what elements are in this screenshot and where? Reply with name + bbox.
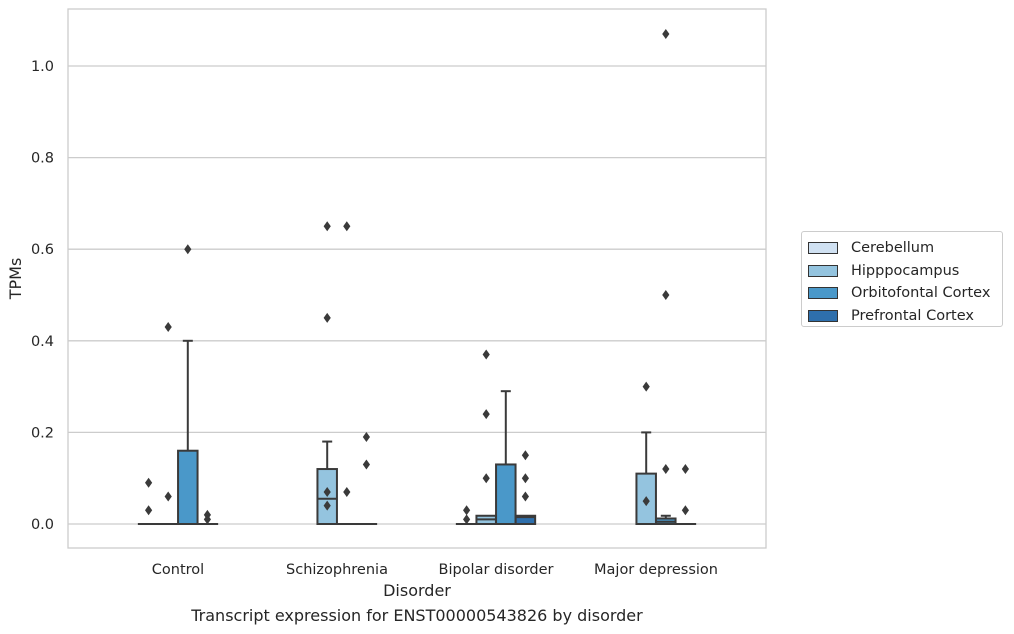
outlier-point bbox=[681, 464, 689, 475]
chart-caption: Transcript expression for ENST0000054382… bbox=[191, 606, 643, 625]
box-hipppocampus-bipolar-disorder bbox=[475, 514, 497, 525]
box-prefrontal-cortex-bipolar-disorder bbox=[514, 514, 537, 525]
x-axis-label: Disorder bbox=[383, 581, 451, 600]
y-tick-label: 0.6 bbox=[31, 242, 54, 258]
outlier-point bbox=[642, 381, 650, 392]
outlier-point bbox=[145, 505, 153, 516]
outlier-point bbox=[482, 349, 490, 360]
legend-item: Hipppocampus bbox=[808, 260, 1002, 283]
outlier-point bbox=[323, 500, 331, 511]
outlier-point bbox=[164, 322, 172, 333]
y-tick-label: 0.4 bbox=[31, 334, 54, 350]
legend-item: Cerebellum bbox=[808, 237, 1002, 260]
box-body bbox=[177, 449, 199, 525]
x-tick-label: Control bbox=[152, 562, 204, 578]
y-tick-label: 0.0 bbox=[31, 517, 54, 533]
outlier-point bbox=[662, 290, 670, 300]
box-body bbox=[514, 514, 537, 525]
legend-item: Orbitofontal Cortex bbox=[808, 282, 1002, 305]
outlier-point bbox=[203, 514, 211, 525]
box-layer bbox=[137, 339, 697, 526]
legend-swatch bbox=[808, 310, 838, 323]
outlier-point bbox=[642, 496, 650, 507]
legend-swatch bbox=[808, 287, 838, 300]
box-orbitofontal-cortex-control bbox=[177, 339, 199, 525]
legend: Cerebellum Hipppocampus Orbitofontal Corte… bbox=[801, 231, 1003, 327]
box-orbitofontal-cortex-bipolar-disorder bbox=[495, 390, 517, 525]
box-hipppocampus-schizophrenia bbox=[316, 440, 338, 526]
x-tick-label: Schizophrenia bbox=[286, 562, 388, 578]
outlier-point bbox=[463, 505, 471, 516]
outlier-point bbox=[164, 491, 172, 502]
outlier-point bbox=[521, 473, 529, 484]
outlier-layer bbox=[145, 28, 689, 525]
legend-label: Hipppocampus bbox=[851, 262, 960, 279]
x-tick-label: Bipolar disorder bbox=[439, 562, 554, 578]
y-axis-label: TPMs bbox=[6, 258, 25, 301]
outlier-point bbox=[463, 514, 471, 525]
legend-label: Orbitofontal Cortex bbox=[851, 285, 991, 302]
outlier-point bbox=[145, 477, 153, 488]
y-tick-label: 0.8 bbox=[31, 151, 54, 167]
outlier-point bbox=[482, 409, 490, 420]
legend-swatch bbox=[808, 242, 838, 255]
outlier-point bbox=[521, 450, 529, 461]
box-hipppocampus-major-depression bbox=[635, 431, 657, 525]
y-tick-labels: 0.0 0.2 0.4 0.6 0.8 1.0 bbox=[31, 59, 54, 533]
box-orbitofontal-cortex-major-depression bbox=[655, 514, 677, 526]
box-body bbox=[495, 463, 517, 525]
plot-frame bbox=[67, 8, 767, 549]
legend-item: Prefrontal Cortex bbox=[808, 305, 1002, 328]
outlier-point bbox=[343, 486, 351, 497]
outlier-point bbox=[521, 491, 529, 502]
outlier-point bbox=[343, 221, 351, 232]
outlier-point bbox=[482, 473, 490, 484]
legend-label: Prefrontal Cortex bbox=[851, 308, 974, 325]
outlier-point bbox=[323, 221, 331, 232]
gridlines bbox=[68, 65, 766, 525]
y-tick-label: 0.2 bbox=[31, 425, 54, 441]
outlier-point bbox=[323, 486, 331, 497]
outlier-point bbox=[662, 28, 670, 39]
x-tick-label: Major depression bbox=[594, 562, 718, 578]
outlier-point bbox=[184, 244, 192, 255]
legend-label: Cerebellum bbox=[851, 240, 935, 257]
outlier-point bbox=[662, 464, 670, 475]
outlier-point bbox=[681, 505, 689, 516]
legend-swatch bbox=[808, 264, 838, 277]
y-tick-label: 1.0 bbox=[31, 59, 54, 75]
x-tick-labels: Control Schizophrenia Bipolar disorder Majo… bbox=[152, 562, 718, 578]
outlier-point bbox=[362, 459, 370, 470]
outlier-point bbox=[323, 312, 331, 323]
outlier-point bbox=[362, 431, 370, 442]
